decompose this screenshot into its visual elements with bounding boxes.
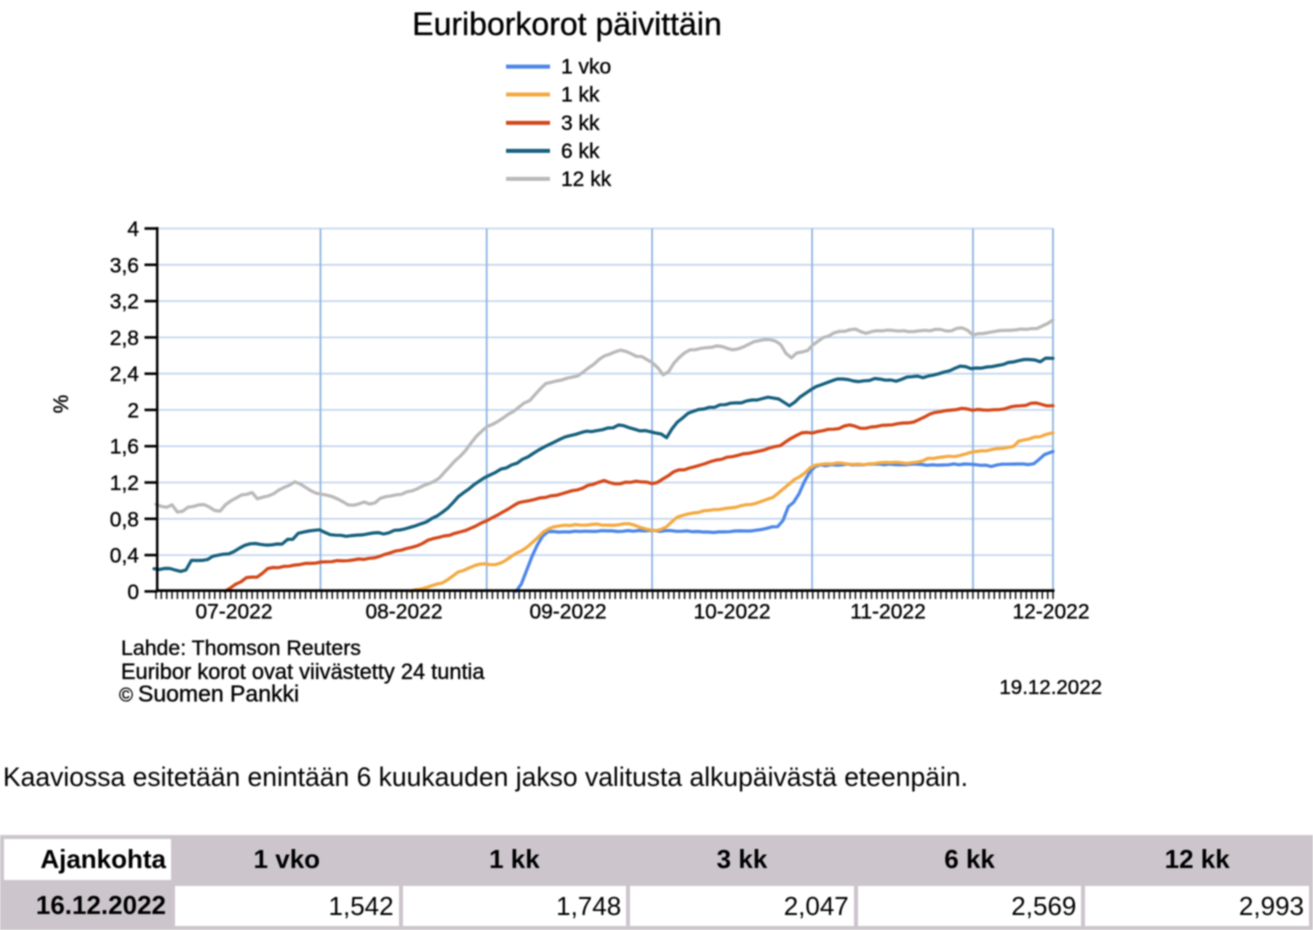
svg-text:12 kk: 12 kk: [561, 168, 612, 191]
svg-text:1 kk: 1 kk: [561, 84, 600, 107]
svg-text:3,2: 3,2: [110, 291, 139, 314]
svg-text:%: %: [50, 395, 73, 414]
svg-text:10-2022: 10-2022: [693, 601, 770, 624]
svg-text:09-2022: 09-2022: [529, 601, 606, 624]
svg-text:1 vko: 1 vko: [561, 56, 611, 79]
svg-text:2,8: 2,8: [110, 327, 139, 350]
svg-text:2: 2: [127, 399, 139, 422]
svg-text:0: 0: [127, 581, 139, 604]
svg-text:0,4: 0,4: [110, 545, 140, 568]
svg-text:19.12.2022: 19.12.2022: [999, 676, 1102, 699]
svg-text:4: 4: [127, 218, 139, 241]
svg-text:0,8: 0,8: [110, 508, 139, 531]
svg-text:Euribor korot ovat viivästetty: Euribor korot ovat viivästetty 24 tuntia: [121, 659, 485, 684]
svg-text:©Suomen Pankki: © Suomen Pankki: [119, 681, 299, 707]
svg-text:3 kk: 3 kk: [561, 112, 600, 135]
svg-text:1,6: 1,6: [110, 436, 139, 459]
svg-text:Euriborkorot päivittäin: Euriborkorot päivittäin: [412, 6, 721, 42]
svg-text:1,2: 1,2: [110, 472, 139, 495]
svg-text:Lahde: Thomson Reuters: Lahde: Thomson Reuters: [121, 636, 361, 660]
svg-text:08-2022: 08-2022: [365, 601, 442, 624]
svg-text:11-2022: 11-2022: [850, 601, 926, 624]
svg-text:12-2022: 12-2022: [1012, 601, 1089, 624]
svg-text:2,4: 2,4: [110, 363, 140, 386]
svg-text:07-2022: 07-2022: [195, 601, 272, 624]
svg-text:3,6: 3,6: [110, 254, 139, 277]
svg-text:6 kk: 6 kk: [561, 140, 600, 163]
